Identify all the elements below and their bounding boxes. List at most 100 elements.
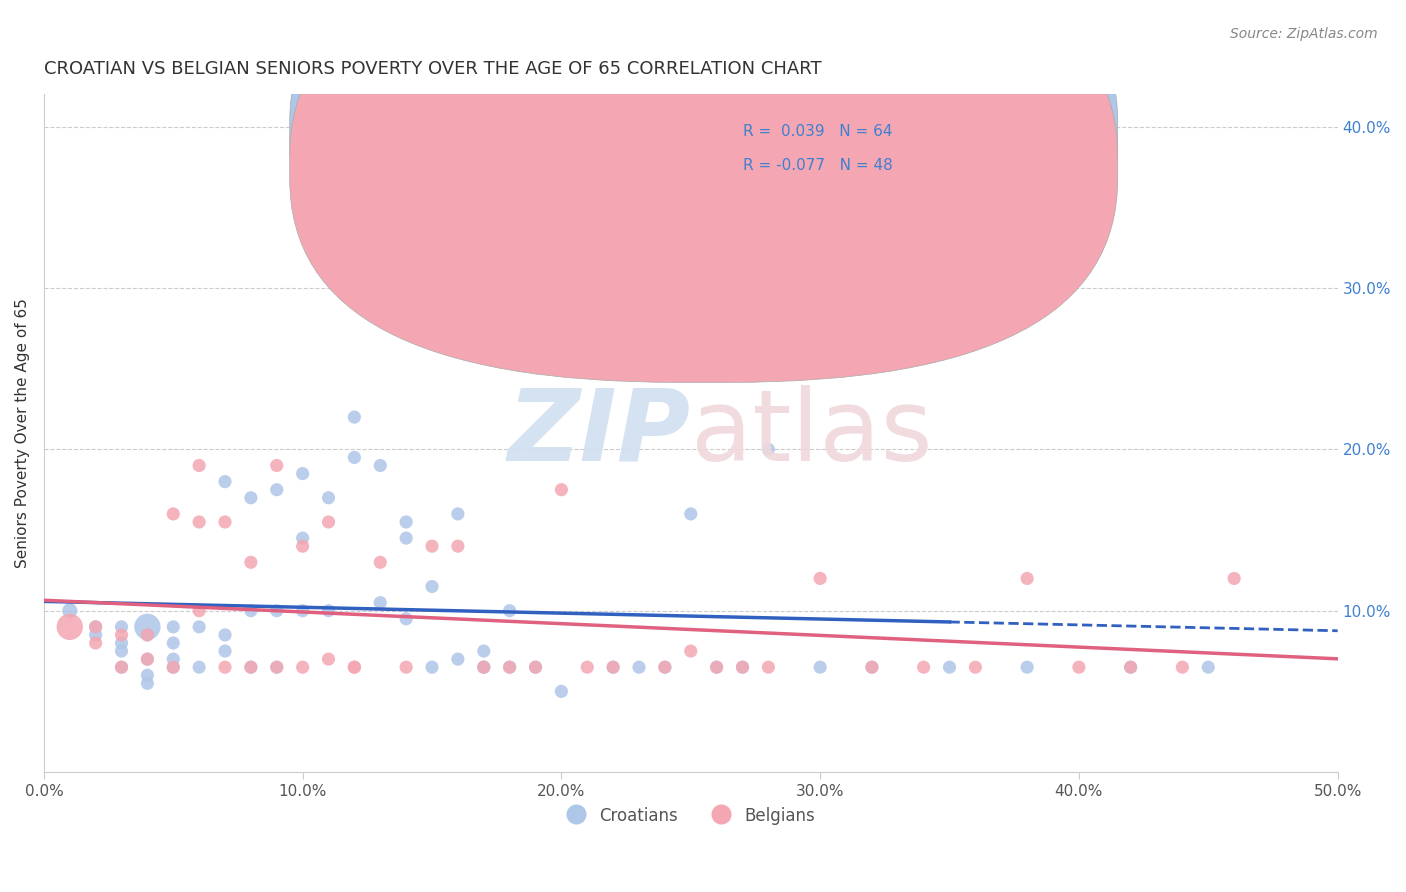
- Point: [524, 660, 547, 674]
- Point: [162, 636, 184, 650]
- Point: [214, 644, 236, 658]
- Point: [576, 660, 599, 674]
- Point: [136, 652, 159, 666]
- Point: [110, 660, 132, 674]
- Point: [239, 660, 262, 674]
- Text: ZIP: ZIP: [508, 384, 690, 482]
- Point: [1223, 571, 1246, 585]
- Point: [239, 604, 262, 618]
- Point: [731, 660, 754, 674]
- Point: [188, 660, 211, 674]
- Point: [162, 507, 184, 521]
- Point: [498, 604, 520, 618]
- FancyBboxPatch shape: [290, 0, 1118, 349]
- Point: [938, 660, 960, 674]
- Point: [627, 660, 650, 674]
- Point: [706, 660, 728, 674]
- Point: [188, 515, 211, 529]
- Point: [368, 458, 391, 473]
- Point: [136, 628, 159, 642]
- Text: CROATIAN VS BELGIAN SENIORS POVERTY OVER THE AGE OF 65 CORRELATION CHART: CROATIAN VS BELGIAN SENIORS POVERTY OVER…: [44, 60, 821, 78]
- Point: [318, 491, 340, 505]
- Point: [162, 652, 184, 666]
- Point: [524, 660, 547, 674]
- Point: [447, 652, 470, 666]
- Point: [239, 660, 262, 674]
- Point: [84, 620, 107, 634]
- Point: [84, 636, 107, 650]
- Point: [136, 668, 159, 682]
- Point: [343, 410, 366, 425]
- Point: [162, 660, 184, 674]
- Point: [266, 660, 288, 674]
- Point: [420, 539, 443, 553]
- Point: [1067, 660, 1090, 674]
- Point: [1171, 660, 1194, 674]
- Point: [136, 628, 159, 642]
- Point: [136, 620, 159, 634]
- Point: [395, 531, 418, 545]
- Text: R =  0.039   N = 64: R = 0.039 N = 64: [742, 124, 891, 139]
- Point: [758, 660, 780, 674]
- Point: [59, 604, 82, 618]
- Point: [84, 628, 107, 642]
- Point: [110, 660, 132, 674]
- Point: [318, 652, 340, 666]
- Point: [239, 555, 262, 569]
- Point: [860, 660, 883, 674]
- Point: [136, 676, 159, 690]
- Text: Source: ZipAtlas.com: Source: ZipAtlas.com: [1230, 27, 1378, 41]
- Point: [550, 684, 572, 698]
- Point: [860, 660, 883, 674]
- Point: [188, 458, 211, 473]
- Point: [679, 507, 702, 521]
- Point: [602, 660, 624, 674]
- Point: [654, 660, 676, 674]
- Point: [239, 491, 262, 505]
- Point: [447, 507, 470, 521]
- Point: [343, 660, 366, 674]
- Point: [498, 660, 520, 674]
- FancyBboxPatch shape: [290, 0, 1118, 383]
- Point: [162, 660, 184, 674]
- Point: [291, 604, 314, 618]
- Point: [1017, 660, 1039, 674]
- Legend: Croatians, Belgians: Croatians, Belgians: [560, 800, 823, 831]
- Point: [318, 515, 340, 529]
- Point: [214, 660, 236, 674]
- Point: [472, 644, 495, 658]
- Point: [214, 515, 236, 529]
- Text: R = -0.077   N = 48: R = -0.077 N = 48: [742, 158, 893, 173]
- Point: [368, 596, 391, 610]
- Point: [110, 628, 132, 642]
- Point: [576, 361, 599, 376]
- Point: [602, 660, 624, 674]
- Point: [498, 660, 520, 674]
- Point: [318, 604, 340, 618]
- Point: [472, 660, 495, 674]
- Point: [472, 660, 495, 674]
- Point: [291, 539, 314, 553]
- Point: [706, 660, 728, 674]
- Point: [291, 467, 314, 481]
- Point: [291, 660, 314, 674]
- Point: [214, 628, 236, 642]
- Point: [1119, 660, 1142, 674]
- Point: [679, 644, 702, 658]
- Point: [266, 483, 288, 497]
- Point: [420, 660, 443, 674]
- Point: [343, 450, 366, 465]
- Text: atlas: atlas: [690, 384, 932, 482]
- FancyBboxPatch shape: [652, 108, 1040, 202]
- Point: [1017, 571, 1039, 585]
- Point: [266, 660, 288, 674]
- Point: [266, 604, 288, 618]
- Point: [447, 539, 470, 553]
- Point: [758, 442, 780, 457]
- Point: [214, 475, 236, 489]
- Point: [188, 604, 211, 618]
- Point: [420, 580, 443, 594]
- Point: [343, 660, 366, 674]
- Point: [395, 612, 418, 626]
- Point: [110, 636, 132, 650]
